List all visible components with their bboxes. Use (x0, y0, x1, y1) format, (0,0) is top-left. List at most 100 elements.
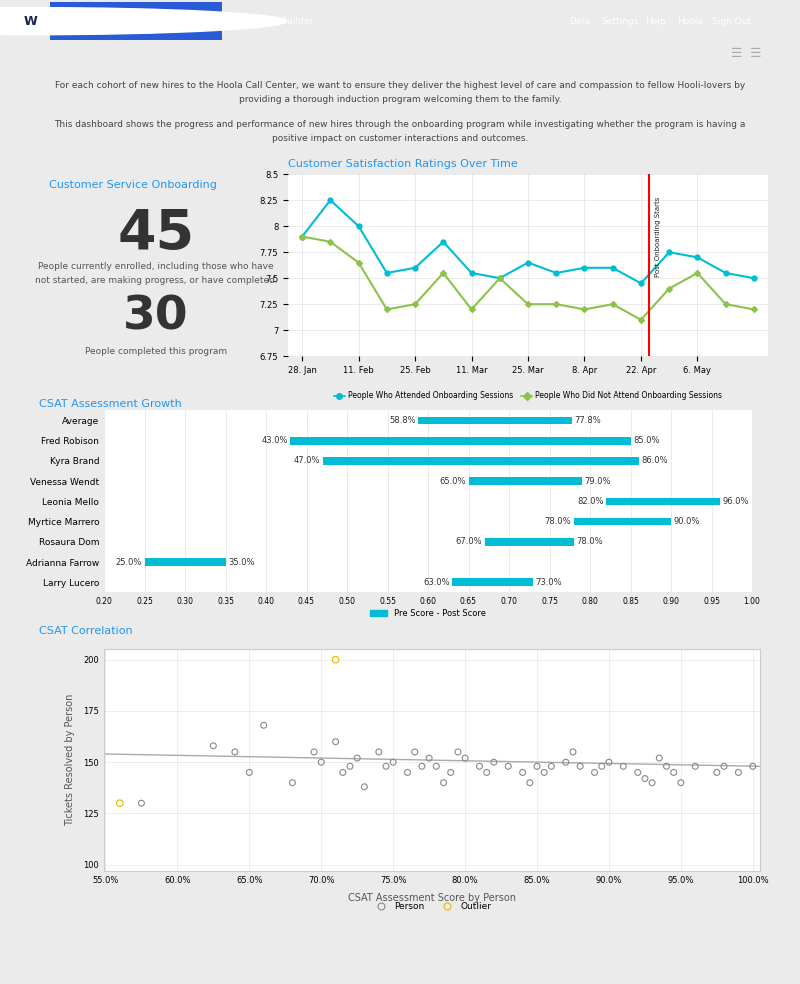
Y-axis label: Tickets Resolved by Person: Tickets Resolved by Person (65, 694, 75, 827)
Person (337, 765, 350, 780)
Text: 67.0%: 67.0% (456, 537, 482, 546)
Circle shape (0, 8, 286, 34)
Person (732, 765, 745, 780)
Text: 58.8%: 58.8% (390, 416, 416, 425)
Person (566, 744, 579, 760)
Person (746, 759, 759, 774)
Person (401, 765, 414, 780)
Text: 82.0%: 82.0% (578, 497, 604, 506)
Bar (290, 437, 630, 445)
Person (372, 744, 385, 760)
Person (559, 755, 572, 770)
Person (574, 759, 586, 774)
Text: CSAT Assessment Growth: CSAT Assessment Growth (39, 400, 182, 409)
Person (229, 744, 242, 760)
Person (710, 765, 723, 780)
Person (473, 759, 486, 774)
Person (545, 759, 558, 774)
Text: 35.0%: 35.0% (228, 558, 254, 567)
Person (415, 759, 428, 774)
Text: Customer Service Onboarding: Customer Service Onboarding (50, 180, 217, 191)
Outlier (114, 795, 126, 811)
Legend: Pre Score - Post Score: Pre Score - Post Score (367, 605, 489, 621)
Text: Hoola: Hoola (677, 17, 702, 26)
Outlier (330, 651, 342, 667)
Person (516, 765, 529, 780)
X-axis label: CSAT Assessment Score by Person: CSAT Assessment Score by Person (348, 893, 516, 903)
Text: Customer Satisfaction Ratings Over Time: Customer Satisfaction Ratings Over Time (288, 159, 518, 169)
Person (674, 774, 687, 790)
Person (602, 755, 615, 770)
Person (315, 755, 328, 770)
Text: Report Builder: Report Builder (248, 17, 314, 26)
Person (135, 795, 148, 811)
Person (595, 759, 608, 774)
Person (638, 770, 651, 786)
Person (437, 774, 450, 790)
Legend: Person, Outlier: Person, Outlier (369, 898, 495, 915)
Text: 73.0%: 73.0% (536, 578, 562, 586)
Person (480, 765, 493, 780)
Person (258, 717, 270, 733)
Person (350, 750, 363, 766)
Text: 43.0%: 43.0% (262, 436, 288, 445)
Person (646, 774, 658, 790)
Text: 30: 30 (123, 294, 189, 339)
Person (631, 765, 644, 780)
Text: 77.8%: 77.8% (574, 416, 602, 425)
Person (379, 759, 392, 774)
Bar (574, 518, 671, 525)
Person (444, 765, 457, 780)
Person (422, 750, 435, 766)
Person (408, 744, 421, 760)
Person (386, 755, 399, 770)
Person (308, 744, 321, 760)
Person (487, 755, 500, 770)
Text: 45: 45 (118, 208, 194, 261)
Text: 47.0%: 47.0% (294, 457, 320, 465)
Person (653, 750, 666, 766)
Person (718, 759, 730, 774)
Text: 78.0%: 78.0% (576, 537, 603, 546)
Person (451, 744, 464, 760)
Text: CSAT Correlation: CSAT Correlation (39, 626, 133, 636)
Person (588, 765, 601, 780)
Person (344, 759, 357, 774)
Person (243, 765, 256, 780)
Text: People completed this program: People completed this program (85, 347, 227, 356)
Text: Data: Data (570, 17, 590, 26)
Text: 96.0%: 96.0% (722, 497, 749, 506)
Bar (418, 416, 572, 424)
Person (358, 779, 370, 795)
Text: Help: Help (646, 17, 666, 26)
Text: Settings: Settings (602, 17, 638, 26)
Person (523, 774, 536, 790)
Text: 90.0%: 90.0% (674, 517, 700, 526)
Text: ▼: ▼ (224, 18, 229, 25)
Text: For each cohort of new hires to the Hoola Call Center, we want to ensure they de: For each cohort of new hires to the Hool… (55, 81, 745, 103)
Bar (469, 477, 582, 485)
Person (660, 759, 673, 774)
Bar (145, 558, 226, 566)
Person (430, 759, 442, 774)
Text: 25.0%: 25.0% (116, 558, 142, 567)
Person (617, 759, 630, 774)
Text: W: W (23, 15, 38, 28)
Person (207, 738, 220, 754)
Person (330, 734, 342, 750)
Person (530, 759, 543, 774)
Text: Customer Support – Academy: Customer Support – Academy (63, 17, 198, 26)
Text: This dashboard shows the progress and performance of new hires through the onboa: This dashboard shows the progress and pe… (54, 120, 746, 143)
Bar (485, 538, 574, 546)
Text: 65.0%: 65.0% (439, 476, 466, 486)
Text: Post Onboarding Starts: Post Onboarding Starts (655, 197, 661, 277)
Text: 86.0%: 86.0% (641, 457, 668, 465)
Text: Sign Out: Sign Out (713, 17, 751, 26)
Text: 79.0%: 79.0% (584, 476, 611, 486)
Person (538, 765, 550, 780)
Bar (606, 498, 719, 505)
Person (502, 759, 514, 774)
Legend: People Who Attended Onboarding Sessions, People Who Did Not Attend Onboarding Se: People Who Attended Onboarding Sessions,… (330, 389, 726, 403)
Text: 78.0%: 78.0% (545, 517, 571, 526)
Text: People currently enrolled, including those who have
not started, are making prog: People currently enrolled, including tho… (34, 263, 278, 284)
